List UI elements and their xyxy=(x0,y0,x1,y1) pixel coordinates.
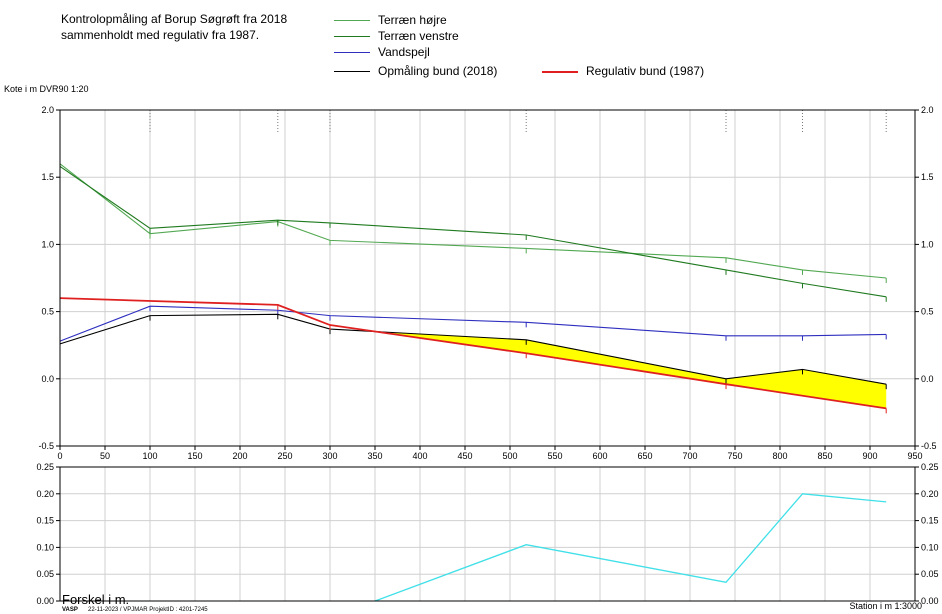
legend-label-terraen-venstre: Terræn venstre xyxy=(378,29,459,43)
y-tick-label-right: 1.0 xyxy=(921,239,934,249)
y-axis-label: Kote i m DVR90 1:20 xyxy=(4,84,89,94)
series-line-regulativ-bund-1987 xyxy=(59,297,887,410)
x-tick-label: 0 xyxy=(57,451,62,461)
x-tick-label: 250 xyxy=(277,451,292,461)
lower-y-tick-label-right: 0.10 xyxy=(921,542,939,552)
footer-info: 22-11-2023 / VPJMAR ProjektID : 4201-724… xyxy=(88,607,208,613)
lower-y-tick-label-right: 0.20 xyxy=(921,489,939,499)
lower-y-tick-label-left: 0.05 xyxy=(36,569,54,579)
x-tick-label: 950 xyxy=(907,451,922,461)
upper-panel-grid xyxy=(59,109,916,447)
x-tick-label: 450 xyxy=(457,451,472,461)
x-tick-label: 300 xyxy=(322,451,337,461)
x-tick-label: 100 xyxy=(142,451,157,461)
y-tick-label-right: 0.0 xyxy=(921,374,934,384)
upper-panel-frame xyxy=(59,109,916,447)
lower-panel-frame xyxy=(59,466,916,602)
lower-y-tick-label-right: 0.00 xyxy=(921,596,939,606)
footer-station-label: Station i m 1:3000 xyxy=(849,601,922,611)
y-tick-label-left: 0.0 xyxy=(41,374,54,384)
x-tick-label: 350 xyxy=(367,451,382,461)
x-tick-label: 400 xyxy=(412,451,427,461)
x-tick-label: 750 xyxy=(727,451,742,461)
y-tick-label-right: 2.0 xyxy=(921,105,934,115)
legend-swatch-terraen-hojre xyxy=(334,20,370,21)
y-tick-label-left: 0.5 xyxy=(41,307,54,317)
y-tick-label-right: -0.5 xyxy=(921,441,937,451)
lower-y-tick-label-right: 0.05 xyxy=(921,569,939,579)
x-tick-label: 850 xyxy=(817,451,832,461)
series-line-terraen-hojre xyxy=(59,163,887,279)
y-tick-label-left: 1.0 xyxy=(41,239,54,249)
legend-label-terraen-hojre: Terræn højre xyxy=(378,13,447,27)
lower-panel-grid xyxy=(59,466,916,602)
x-tick-label: 200 xyxy=(232,451,247,461)
x-tick-label: 900 xyxy=(862,451,877,461)
legend-label-opmaling-bund: Opmåling bund (2018) xyxy=(378,64,498,78)
y-tick-label-left: -0.5 xyxy=(38,441,54,451)
lower-y-tick-label-left: 0.25 xyxy=(36,462,54,472)
x-tick-label: 600 xyxy=(592,451,607,461)
x-tick-label: 550 xyxy=(547,451,562,461)
lower-panel-series xyxy=(374,493,887,602)
y-tick-label-left: 1.5 xyxy=(41,172,54,182)
x-tick-label: 150 xyxy=(187,451,202,461)
lower-y-tick-label-right: 0.25 xyxy=(921,462,939,472)
y-tick-label-right: 0.5 xyxy=(921,307,934,317)
lower-y-tick-label-left: 0.15 xyxy=(36,516,54,526)
lower-panel-tick-labels: 0.00 0.00 0.05 0.05 0.10 0.10 0.15 0.15 0.20 0.20… xyxy=(36,462,938,606)
x-tick-label: 800 xyxy=(772,451,787,461)
footer-org: VASP xyxy=(62,607,78,613)
series-line-difference xyxy=(374,493,887,602)
lower-panel-border xyxy=(59,466,916,602)
legend-swatch-vandspejl xyxy=(334,52,370,53)
x-tick-label: 700 xyxy=(682,451,697,461)
chart-description-line-2: sammenholdt med regulativ fra 1987. xyxy=(61,28,260,42)
y-tick-label-right: 1.5 xyxy=(921,172,934,182)
chart-description-line-1: Kontrolopmåling af Borup Søgrøft fra 201… xyxy=(61,12,288,26)
x-tick-label: 650 xyxy=(637,451,652,461)
legend-label-regulativ-bund: Regulativ bund (1987) xyxy=(586,64,705,78)
upper-panel-tick-labels: -0.5 -0.5 0.0 0.0 0.5 0.5 1.0 1.0 1.5 1.5 2.0 2.0 0 5… xyxy=(38,105,936,461)
legend-swatch-regulativ-bund xyxy=(542,71,578,73)
lower-y-tick-label-left: 0.20 xyxy=(36,489,54,499)
legend-swatch-terraen-venstre xyxy=(334,36,370,37)
upper-panel-border xyxy=(59,109,916,447)
series-line-vandspejl xyxy=(59,305,887,342)
legend-label-vandspejl: Vandspejl xyxy=(378,45,430,59)
x-tick-label: 500 xyxy=(502,451,517,461)
series-line-opmaling-bund-2018 xyxy=(59,313,887,385)
lower-y-tick-label-left: 0.10 xyxy=(36,542,54,552)
lower-y-tick-label-left: 0.00 xyxy=(36,596,54,606)
upper-panel-series xyxy=(59,163,887,414)
x-tick-label: 50 xyxy=(100,451,110,461)
y-tick-label-left: 2.0 xyxy=(41,105,54,115)
lower-panel-label: Forskel i m. xyxy=(62,592,130,607)
lower-y-tick-label-right: 0.15 xyxy=(921,516,939,526)
legend-swatch-opmaling-bund xyxy=(334,71,370,72)
series-line-terraen-venstre xyxy=(59,165,887,298)
